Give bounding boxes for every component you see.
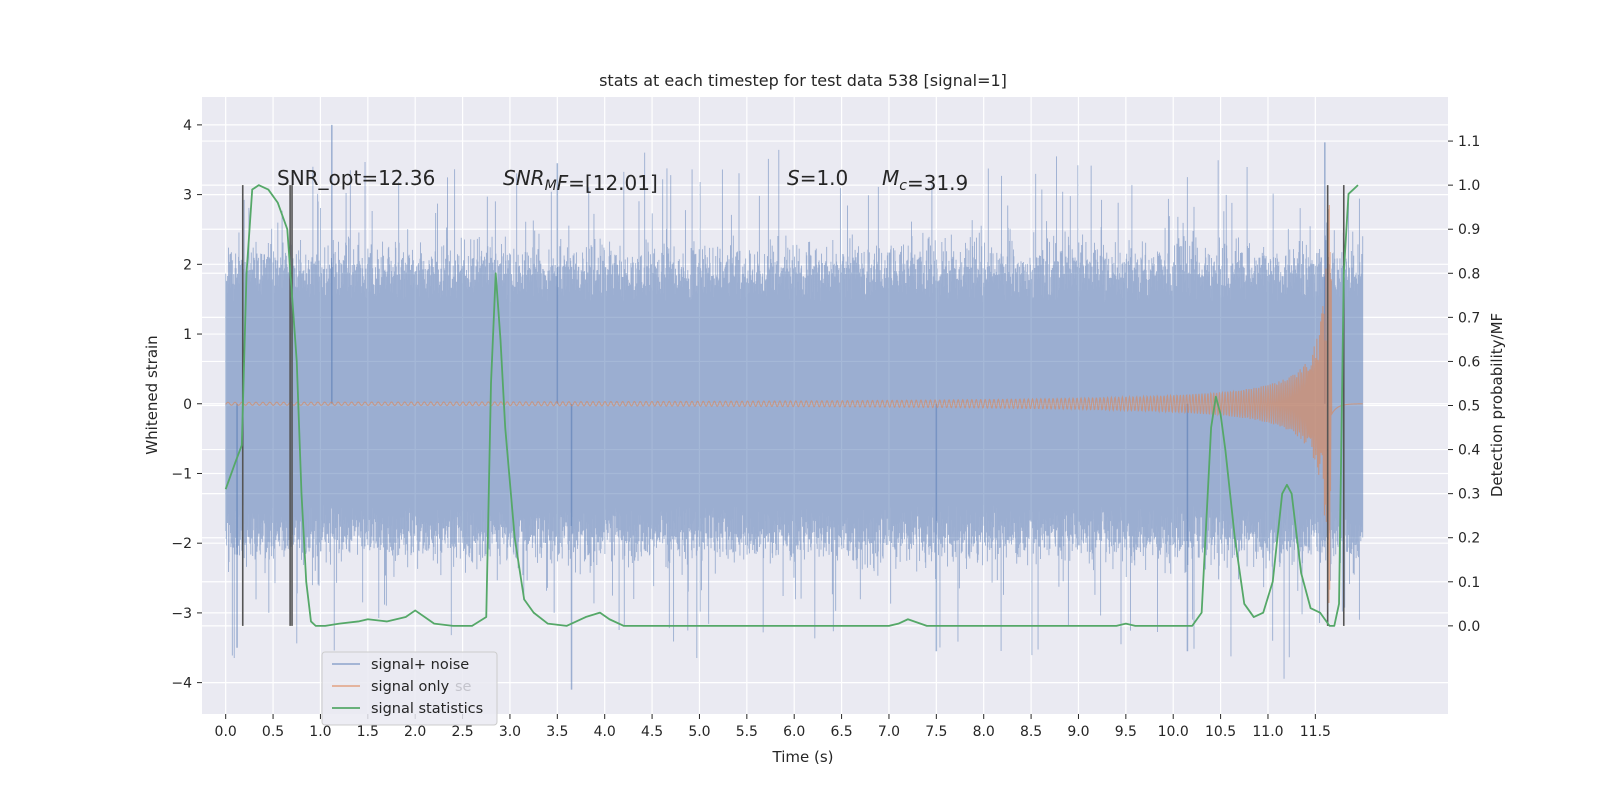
x-tick-label: 11.0 (1252, 724, 1283, 740)
x-tick-label: 10.0 (1158, 724, 1189, 740)
legend-item-signal: signal only (371, 679, 450, 695)
legend-item-noise: signal+ noise (371, 657, 469, 673)
y2-tick-label: 0.3 (1458, 487, 1480, 503)
x-tick-label: 4.5 (641, 724, 663, 740)
x-tick-label: 3.0 (499, 724, 521, 740)
x-tick-label: 0.0 (215, 724, 237, 740)
y-axis-label: Whitened strain (143, 335, 161, 454)
x-tick-label: 9.0 (1067, 724, 1089, 740)
x-tick-label: 2.5 (451, 724, 473, 740)
x-tick-label: 9.5 (1115, 724, 1137, 740)
x-tick-label: 6.0 (783, 724, 805, 740)
y2-tick-label: 0.0 (1458, 619, 1480, 635)
y-tick-label: −4 (171, 676, 192, 692)
series-signal-only (225, 204, 1363, 603)
legend-box (321, 651, 498, 726)
axis-ticks: 0.0 0.5 1.0 1.5 2.0 2.5 3.0 3.5 4.0 4.5 5.0 5.5 6.0 6… (171, 118, 1480, 740)
annotation-1: SNRMF=[12.01] (503, 166, 658, 195)
y2-tick-label: 0.5 (1458, 399, 1480, 415)
annotation-0: SNR_opt=12.36 (277, 166, 435, 190)
y-tick-label: −1 (171, 466, 192, 482)
x-tick-label: 11.5 (1300, 724, 1331, 740)
x-tick-label: 7.0 (878, 724, 900, 740)
y-tick-label: −3 (171, 606, 192, 622)
y2-axis-label: Detection probability/MF (1488, 313, 1506, 497)
x-tick-label: 7.5 (925, 724, 947, 740)
y-tick-label: −2 (171, 536, 192, 552)
stats-line (224, 184, 1359, 627)
y2-tick-label: 1.1 (1458, 134, 1480, 150)
annotation-3: Mc=31.9 (882, 166, 968, 195)
x-tick-label: 1.5 (357, 724, 379, 740)
x-tick-label: 4.0 (594, 724, 616, 740)
y2-tick-label: 0.8 (1458, 266, 1480, 282)
legend-ghost-text: se (455, 679, 472, 695)
chart-title: stats at each timestep for test data 538… (599, 71, 1007, 90)
x-tick-label: 10.5 (1205, 724, 1236, 740)
y2-tick-label: 1.0 (1458, 178, 1480, 194)
legend-item-stats: signal statistics (371, 701, 483, 717)
x-tick-label: 5.0 (688, 724, 710, 740)
x-tick-label: 8.5 (1020, 724, 1042, 740)
legend: se signal+ noise signal only signal stat… (321, 651, 498, 726)
annotation-2: S=1.0 (787, 166, 848, 190)
series-signal-noise (225, 124, 1364, 690)
x-tick-label: 5.5 (736, 724, 758, 740)
x-tick-label: 3.5 (546, 724, 568, 740)
y2-tick-label: 0.9 (1458, 222, 1480, 238)
y2-tick-label: 0.7 (1458, 310, 1480, 326)
x-axis-label: Time (s) (772, 748, 834, 766)
y-tick-label: 0 (183, 397, 192, 413)
y2-tick-label: 0.6 (1458, 354, 1480, 370)
signal-chirp (225, 204, 1363, 603)
x-tick-label: 1.0 (309, 724, 331, 740)
y2-tick-label: 0.4 (1458, 443, 1480, 459)
y2-tick-label: 0.1 (1458, 575, 1480, 591)
y-tick-label: 1 (183, 327, 192, 343)
y-tick-label: 2 (183, 257, 192, 273)
y-tick-label: 4 (183, 118, 192, 134)
x-tick-label: 8.0 (973, 724, 995, 740)
x-tick-label: 6.5 (830, 724, 852, 740)
y2-tick-label: 0.2 (1458, 531, 1480, 547)
x-tick-label: 2.0 (404, 724, 426, 740)
series-signal-statistics (224, 184, 1359, 627)
x-tick-label: 0.5 (262, 724, 284, 740)
y-tick-label: 3 (183, 188, 192, 204)
annotations: SNR_opt=12.36 SNRMF=[12.01] S=1.0 Mc=31.9 (277, 166, 968, 195)
